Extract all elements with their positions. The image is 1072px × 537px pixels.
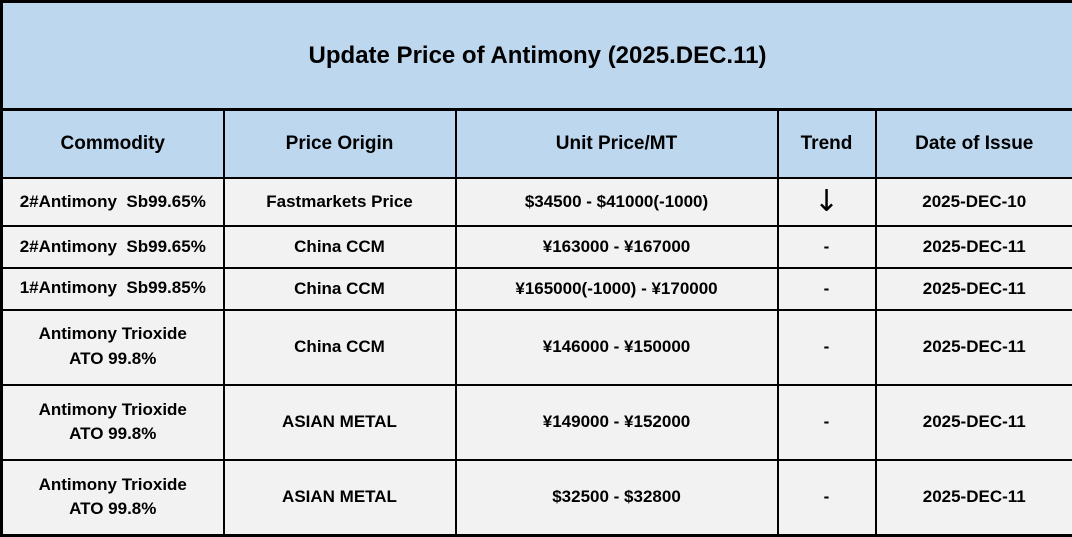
trend-cell: - (776, 225, 877, 269)
date-of-issue-cell: 2025-DEC-11 (874, 266, 1072, 311)
table-row: 2#Antimony Sb99.65% China CCM ¥163000 - … (0, 225, 1072, 269)
unit-price-cell: ¥149000 - ¥152000 (454, 383, 779, 461)
trend-cell: - (776, 308, 877, 386)
commodity-cell: Antimony Trioxide ATO 99.8% (0, 383, 225, 461)
col-header-unit-price: Unit Price/MT (454, 108, 779, 179)
unit-price-cell: $32500 - $32800 (454, 458, 779, 537)
unit-price-cell: ¥146000 - ¥150000 (454, 308, 779, 386)
table-row: 2#Antimony Sb99.65% Fastmarkets Price $3… (0, 176, 1072, 228)
date-of-issue-cell: 2025-DEC-11 (874, 383, 1072, 461)
commodity-cell: 2#Antimony Sb99.65% (0, 225, 225, 269)
commodity-cell: 1#Antimony Sb99.85% (0, 266, 225, 311)
unit-price-cell: $34500 - $41000(-1000) (454, 176, 779, 228)
date-of-issue-cell: 2025-DEC-10 (874, 176, 1072, 228)
price-origin-cell: China CCM (222, 225, 457, 269)
price-origin-cell: ASIAN METAL (222, 458, 457, 537)
trend-cell: - (776, 383, 877, 461)
table-title-row: Update Price of Antimony (2025.DEC.11) (0, 0, 1072, 111)
price-origin-cell: China CCM (222, 266, 457, 311)
unit-price-cell: ¥165000(-1000) - ¥170000 (454, 266, 779, 311)
date-of-issue-cell: 2025-DEC-11 (874, 225, 1072, 269)
table-row: 1#Antimony Sb99.85% China CCM ¥165000(-1… (0, 266, 1072, 311)
col-header-price-origin: Price Origin (222, 108, 457, 179)
unit-price-cell: ¥163000 - ¥167000 (454, 225, 779, 269)
date-of-issue-cell: 2025-DEC-11 (874, 308, 1072, 386)
price-origin-cell: Fastmarkets Price (222, 176, 457, 228)
commodity-cell: Antimony Trioxide ATO 99.8% (0, 308, 225, 386)
col-header-date-of-issue: Date of Issue (874, 108, 1072, 179)
commodity-cell: 2#Antimony Sb99.65% (0, 176, 225, 228)
price-origin-cell: ASIAN METAL (222, 383, 457, 461)
commodity-cell: Antimony Trioxide ATO 99.8% (0, 458, 225, 537)
price-origin-cell: China CCM (222, 308, 457, 386)
trend-cell: - (776, 266, 877, 311)
trend-down-arrow-icon: ↓ (776, 176, 877, 228)
trend-cell: - (776, 458, 877, 537)
table-row: Antimony Trioxide ATO 99.8% ASIAN METAL … (0, 458, 1072, 537)
table-header-row: Commodity Price Origin Unit Price/MT Tre… (0, 108, 1072, 179)
page-title: Update Price of Antimony (2025.DEC.11) (0, 0, 1072, 111)
table-row: Antimony Trioxide ATO 99.8% China CCM ¥1… (0, 308, 1072, 386)
table-row: Antimony Trioxide ATO 99.8% ASIAN METAL … (0, 383, 1072, 461)
col-header-trend: Trend (776, 108, 877, 179)
date-of-issue-cell: 2025-DEC-11 (874, 458, 1072, 537)
col-header-commodity: Commodity (0, 108, 225, 179)
